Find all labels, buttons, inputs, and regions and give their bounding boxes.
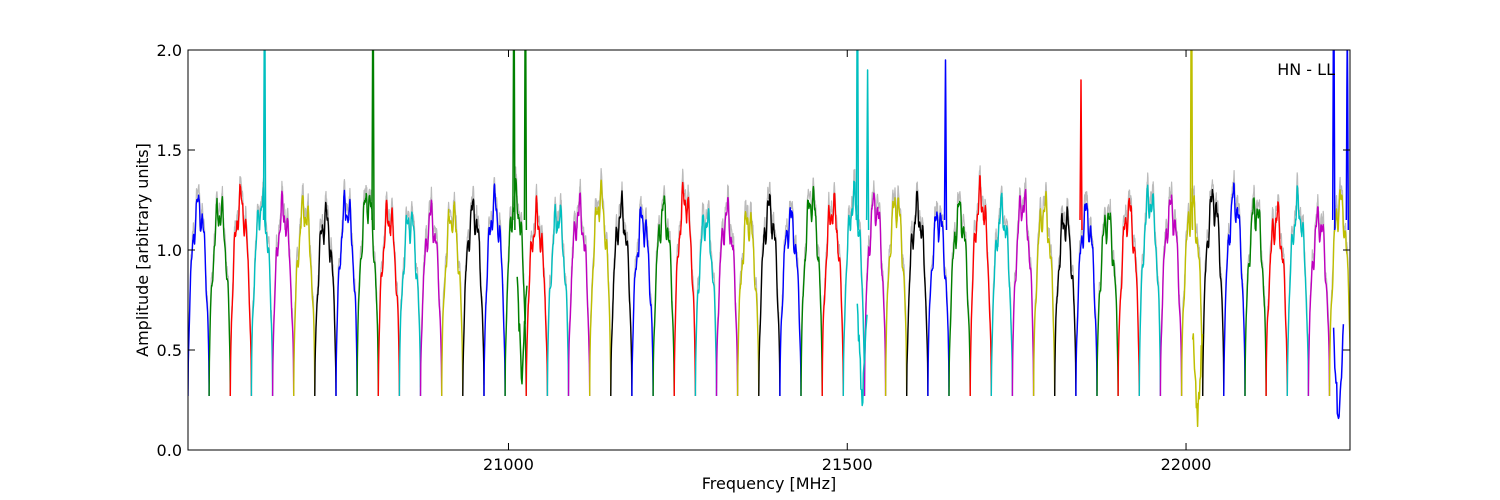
rfi-spike — [855, 50, 860, 231]
rfi-spike — [262, 50, 267, 231]
x-tick-label: 21500 — [822, 455, 873, 474]
channel-trace — [842, 180, 866, 397]
channel-trace — [356, 192, 379, 397]
channel-trace — [948, 200, 971, 397]
deep-dip — [856, 303, 868, 407]
channel-trace — [821, 192, 844, 397]
channel-trace — [398, 211, 422, 397]
channel-trace — [1138, 184, 1162, 397]
rfi-spike — [523, 50, 528, 231]
background-trace — [800, 177, 823, 391]
background-trace — [1244, 184, 1267, 390]
channel-trace — [188, 194, 210, 397]
baseline-annotation: HN - LL — [1277, 60, 1335, 79]
channel-trace — [1032, 190, 1056, 397]
channel-trace — [631, 206, 654, 397]
channel-trace — [673, 181, 697, 397]
y-tick-label: 1.0 — [157, 241, 182, 260]
x-tick-label: 22000 — [1161, 455, 1212, 474]
channel-trace — [377, 199, 401, 397]
channel-trace — [927, 211, 950, 397]
channel-trace — [1307, 206, 1331, 397]
channel-trace — [483, 183, 506, 397]
rfi-spike — [1079, 79, 1083, 231]
x-axis-label: Frequency [MHz] — [702, 474, 836, 493]
channel-trace — [736, 211, 760, 397]
channel-trace — [1286, 185, 1310, 397]
channel-trace — [229, 183, 253, 397]
channel-trace — [969, 175, 992, 397]
channel-trace — [1011, 188, 1035, 397]
channel-trace — [293, 195, 316, 397]
axis-ticks — [188, 49, 1350, 451]
rfi-spike — [1331, 50, 1336, 231]
deep-dip — [1191, 333, 1204, 428]
channel-trace — [800, 185, 823, 397]
channel-trace — [1223, 182, 1246, 397]
channel-trace — [589, 179, 612, 397]
y-tick-label: 0.5 — [157, 341, 182, 360]
channel-trace — [884, 197, 908, 397]
channel-trace — [990, 192, 1014, 397]
channel-trace — [567, 192, 591, 397]
axis-tick-labels: 21000 21500 22000 0.0 0.5 1.0 1.5 2.0 — [157, 41, 1212, 474]
channel-trace — [1054, 206, 1077, 397]
channel-trace — [546, 203, 570, 397]
rfi-spike — [1189, 50, 1194, 231]
channel-trace — [335, 189, 358, 397]
deep-dip — [1332, 324, 1345, 420]
channel-trace — [779, 207, 802, 397]
channel-trace — [1096, 212, 1119, 397]
y-tick-label: 1.5 — [157, 141, 182, 160]
channel-trace — [610, 190, 633, 397]
rfi-spike — [865, 69, 870, 231]
spectrum-traces — [188, 50, 1350, 428]
channel-trace — [1159, 194, 1183, 397]
channel-trace — [652, 195, 675, 397]
channel-trace — [1202, 188, 1225, 397]
channel-trace — [1075, 202, 1098, 397]
channel-trace — [758, 193, 781, 397]
channel-trace — [441, 201, 464, 397]
channel-trace — [462, 198, 485, 397]
y-axis-label: Amplitude [arbitrary units] — [133, 143, 152, 357]
x-tick-label: 21000 — [483, 455, 534, 474]
channel-trace — [525, 195, 549, 397]
channel-trace — [314, 201, 337, 397]
y-tick-label: 0.0 — [157, 441, 182, 460]
rfi-spike — [371, 50, 375, 231]
channel-trace — [271, 190, 295, 397]
channel-trace — [504, 178, 527, 397]
channel-trace — [1328, 189, 1350, 397]
deep-dip — [516, 276, 528, 385]
channel-trace — [906, 190, 929, 397]
rfi-spike — [1345, 50, 1350, 231]
channel-trace — [250, 186, 274, 397]
y-tick-label: 2.0 — [157, 41, 182, 60]
channel-trace — [1265, 201, 1288, 397]
channel-trace — [419, 199, 443, 397]
channel-trace — [1244, 197, 1267, 397]
channel-trace — [715, 196, 739, 397]
channel-trace — [863, 192, 887, 397]
channel-trace — [1117, 197, 1140, 397]
rfi-spike — [943, 59, 948, 231]
channel-trace — [694, 208, 718, 397]
channel-trace — [208, 196, 231, 397]
rfi-spike — [512, 50, 516, 231]
